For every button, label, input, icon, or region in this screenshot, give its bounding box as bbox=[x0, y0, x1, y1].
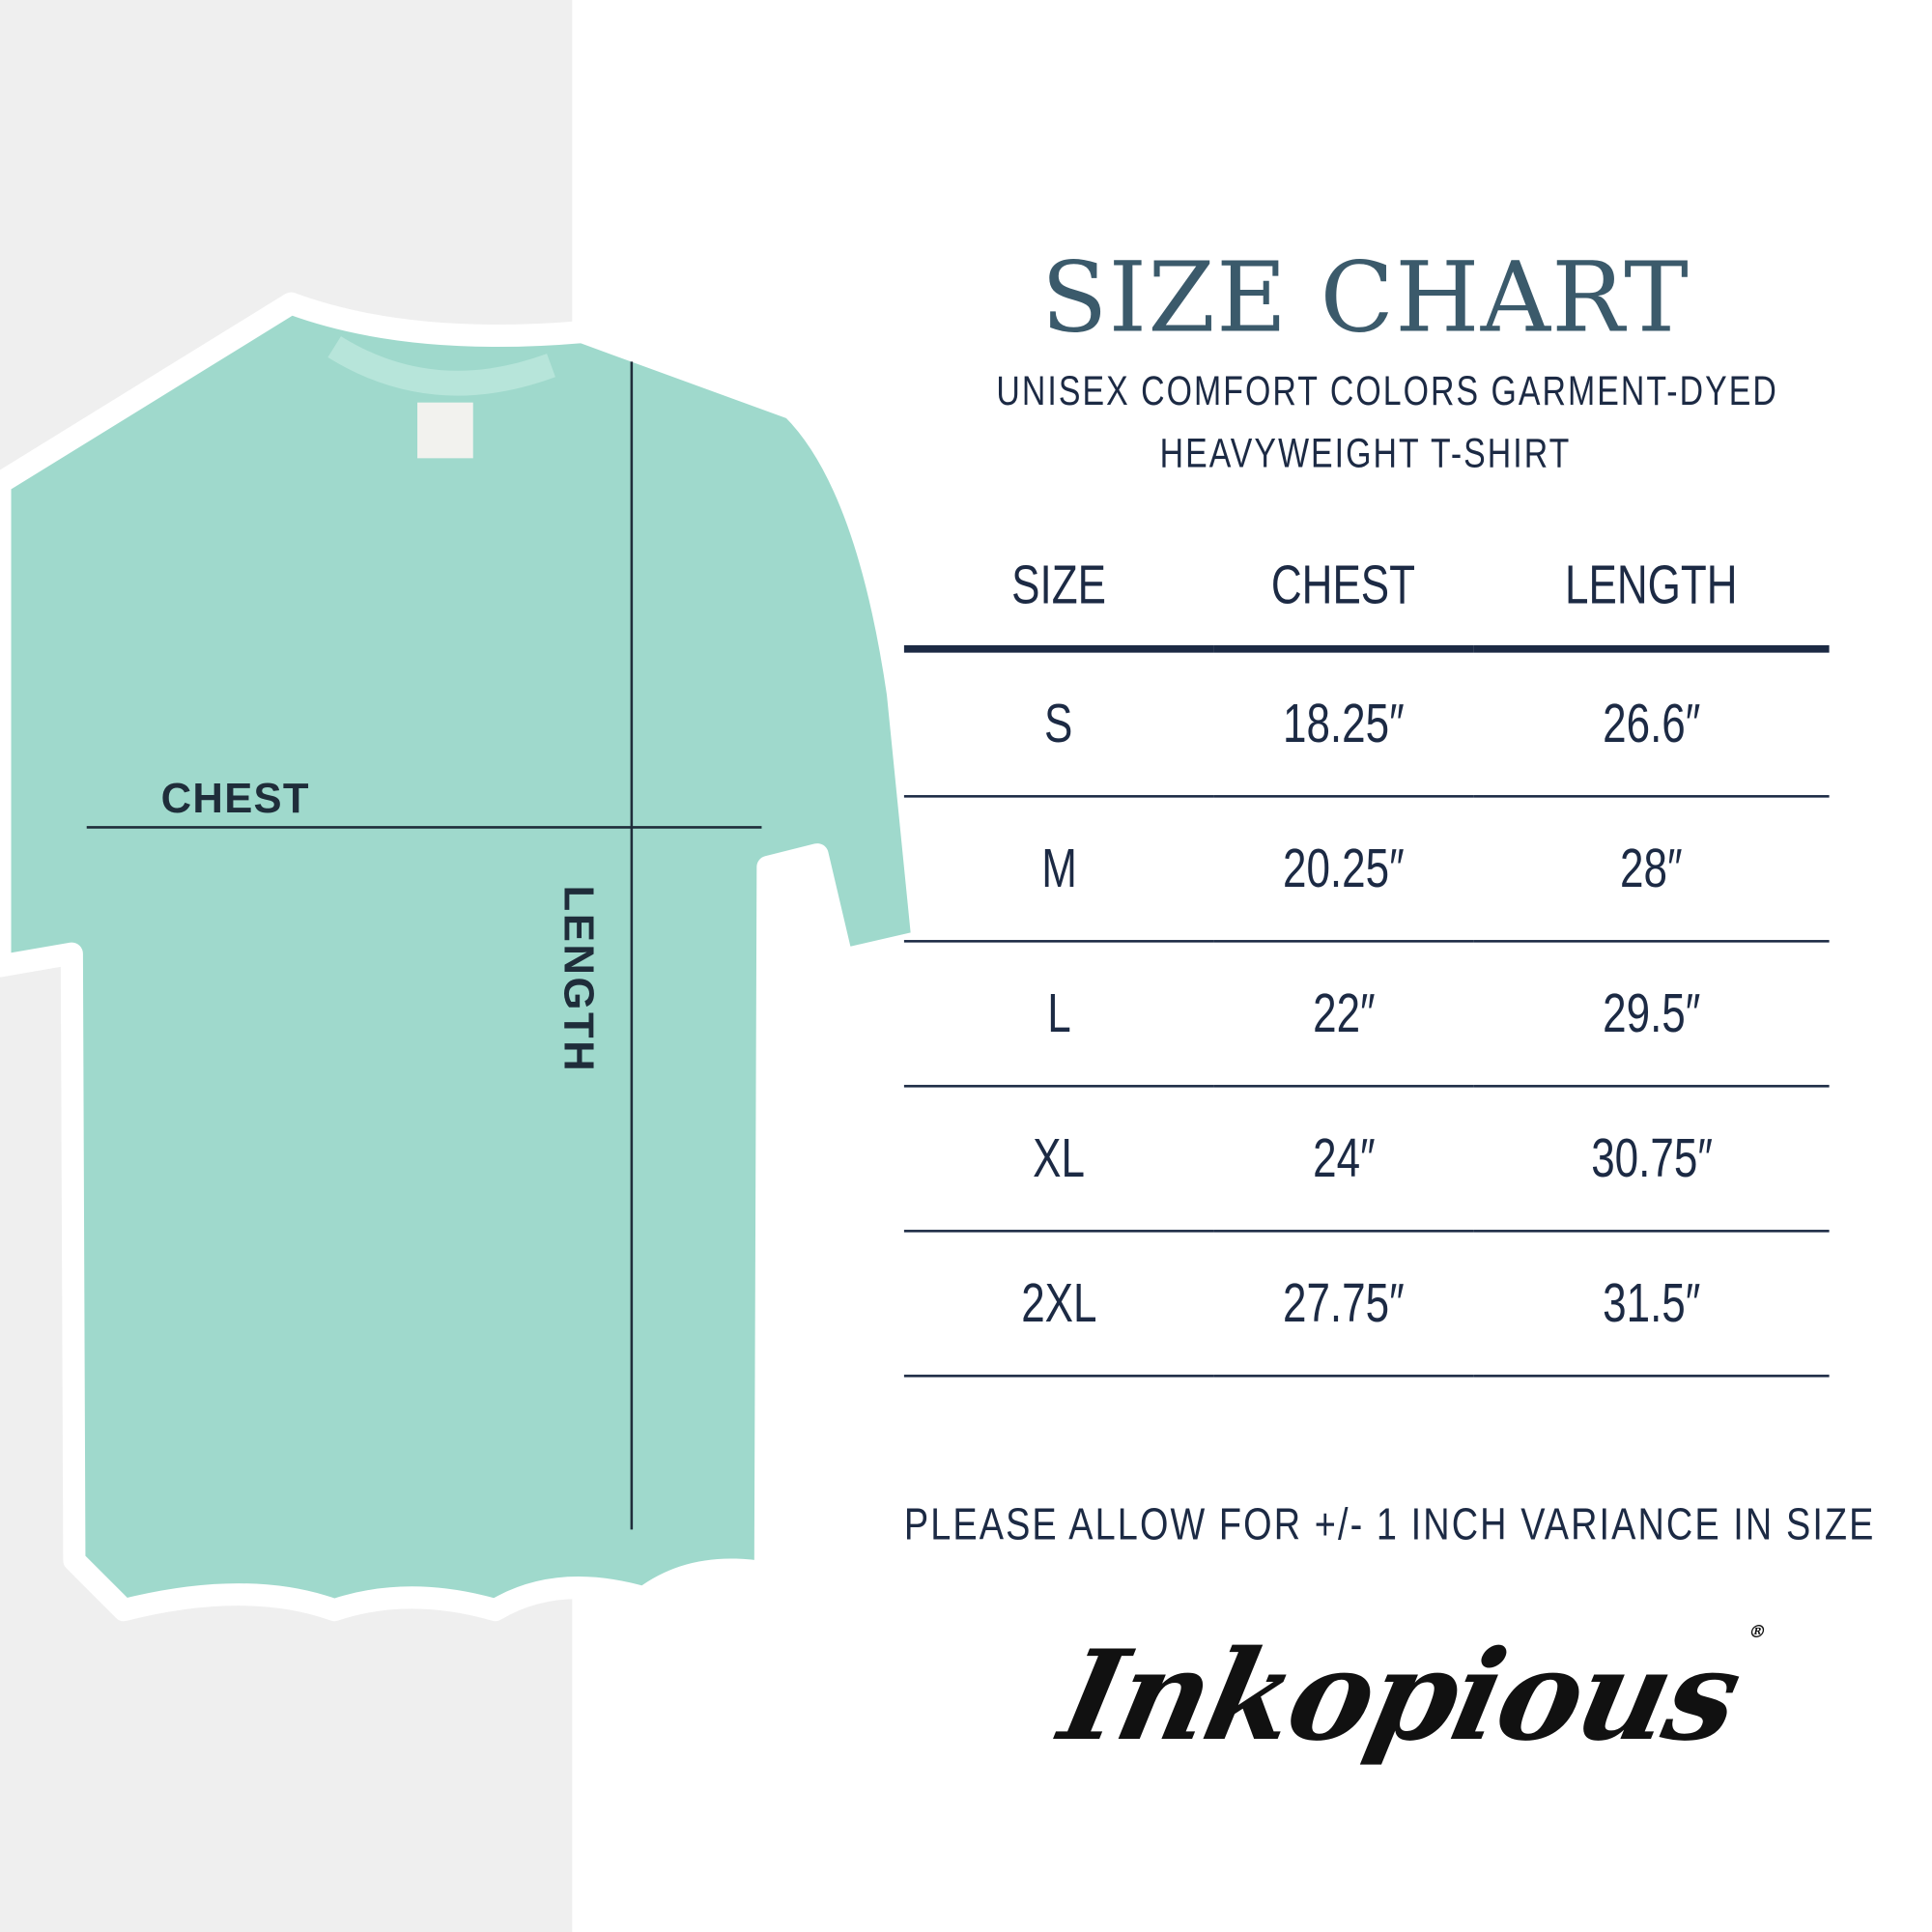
length-cell: 30.75″ bbox=[1590, 1127, 1713, 1189]
chest-cell: 27.75″ bbox=[1283, 1272, 1405, 1334]
chest-cell: 18.25″ bbox=[1283, 693, 1405, 754]
table-row: S 18.25″ 26.6″ bbox=[903, 648, 1830, 798]
size-cell: 2XL bbox=[1020, 1272, 1097, 1334]
table-row: M 20.25″ 28″ bbox=[903, 796, 1830, 943]
tshirt-image bbox=[0, 292, 934, 1622]
registered-mark: ® bbox=[1746, 1622, 1766, 1642]
chest-cell: 22″ bbox=[1312, 982, 1376, 1044]
variance-note: PLEASE ALLOW FOR +/- 1 INCH VARIANCE IN … bbox=[903, 1498, 1876, 1549]
shirt-tag bbox=[417, 402, 473, 459]
size-cell: M bbox=[1040, 838, 1077, 899]
table-row: 2XL 27.75″ 31.5″ bbox=[903, 1231, 1830, 1378]
header-chest: CHEST bbox=[1213, 526, 1473, 649]
brand-logo: Inkopious® bbox=[1049, 1622, 1765, 1768]
header-chest-text: CHEST bbox=[1271, 554, 1416, 616]
size-table: SIZE CHEST LENGTH S 18.25″ 26.6″ M 20.25″ 28… bbox=[903, 526, 1830, 1378]
size-cell: L bbox=[1046, 982, 1071, 1044]
table-header-row: SIZE CHEST LENGTH bbox=[903, 526, 1830, 649]
page-title: SIZE CHART bbox=[1040, 242, 1690, 355]
length-cell: 29.5″ bbox=[1603, 982, 1701, 1044]
header-size: SIZE bbox=[904, 526, 1214, 649]
size-cell: XL bbox=[1033, 1127, 1086, 1189]
table-row: L 22″ 29.5″ bbox=[903, 941, 1830, 1088]
length-cell: 31.5″ bbox=[1603, 1272, 1701, 1334]
subtitle-line-2: HEAVYWEIGHT T-SHIRT bbox=[1159, 429, 1572, 476]
length-cell: 26.6″ bbox=[1603, 693, 1701, 754]
size-cell: S bbox=[1044, 693, 1073, 754]
header-length-text: LENGTH bbox=[1565, 554, 1738, 616]
length-label: LENGTH bbox=[554, 885, 603, 1074]
chest-label: CHEST bbox=[160, 775, 310, 823]
table-row: XL 24″ 30.75″ bbox=[903, 1086, 1830, 1233]
length-cell: 28″ bbox=[1620, 838, 1683, 899]
header-size-text: SIZE bbox=[1011, 554, 1107, 616]
chest-cell: 24″ bbox=[1312, 1127, 1376, 1189]
chest-cell: 20.25″ bbox=[1283, 838, 1405, 899]
logo-text: Inkopious bbox=[1049, 1622, 1751, 1769]
header-length: LENGTH bbox=[1474, 526, 1830, 649]
subtitle-line-1: UNISEX COMFORT COLORS GARMENT-DYED bbox=[996, 367, 1778, 414]
